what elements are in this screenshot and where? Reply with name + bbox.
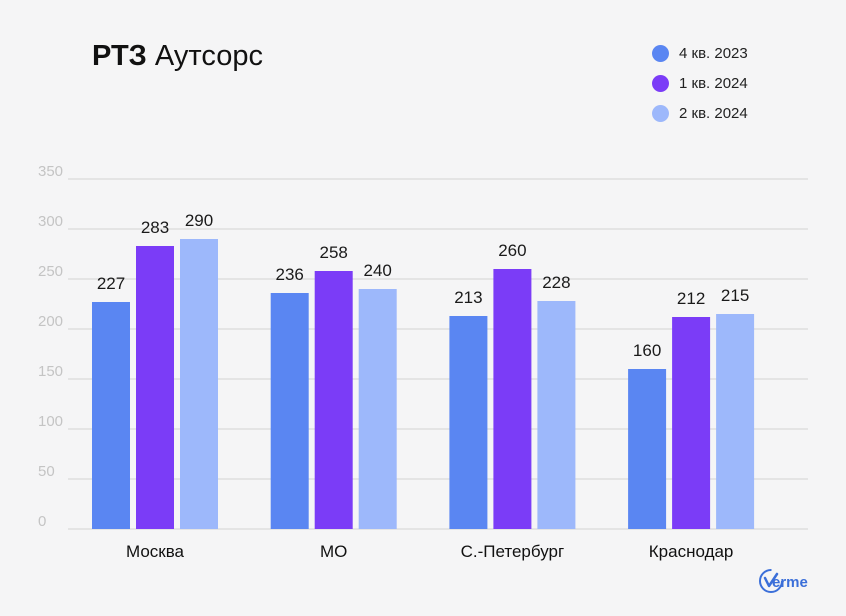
bar bbox=[716, 314, 755, 529]
x-tick-label: Москва bbox=[126, 542, 185, 561]
verme-logo-text: erme bbox=[772, 574, 808, 591]
legend-swatch-series-3 bbox=[652, 104, 669, 122]
legend: 4 кв. 2023 1 кв. 2024 2 кв. 2024 bbox=[652, 38, 748, 128]
bar bbox=[493, 269, 532, 529]
verme-logo-icon bbox=[759, 569, 783, 593]
verme-logo: erme bbox=[758, 566, 812, 596]
data-label: 215 bbox=[721, 286, 749, 305]
legend-label-series-1: 4 кв. 2023 bbox=[679, 44, 748, 62]
legend-label-series-2: 1 кв. 2024 bbox=[679, 74, 748, 92]
bar bbox=[136, 246, 174, 529]
data-label: 283 bbox=[141, 218, 169, 237]
bar bbox=[537, 301, 576, 529]
data-label: 258 bbox=[320, 243, 348, 262]
x-tick-label: МО bbox=[320, 542, 347, 561]
x-tick-label: Краснодар bbox=[649, 542, 734, 561]
y-tick-label: 100 bbox=[38, 413, 63, 430]
legend-swatch-series-1 bbox=[652, 44, 669, 62]
y-tick-label: 50 bbox=[38, 463, 55, 480]
bar bbox=[92, 302, 130, 529]
data-label: 227 bbox=[97, 274, 125, 293]
bar bbox=[358, 289, 397, 529]
y-tick-label: 350 bbox=[38, 163, 63, 180]
chart-title: РТЗ Аутсорс bbox=[92, 40, 263, 73]
data-label: 160 bbox=[633, 341, 661, 360]
chart-title-regular: Аутсорс bbox=[154, 40, 263, 72]
y-tick-label: 300 bbox=[38, 213, 63, 230]
data-label: 240 bbox=[364, 261, 392, 280]
data-label: 260 bbox=[498, 241, 526, 260]
legend-item-series-1: 4 кв. 2023 bbox=[652, 38, 748, 68]
data-label: 213 bbox=[454, 288, 482, 307]
data-label: 236 bbox=[276, 265, 304, 284]
bar bbox=[449, 316, 488, 529]
x-tick-label: С.-Петербург bbox=[461, 542, 565, 561]
bar bbox=[314, 271, 353, 529]
y-tick-label: 200 bbox=[38, 313, 63, 330]
y-tick-label: 0 bbox=[38, 513, 46, 530]
y-tick-label: 150 bbox=[38, 363, 63, 380]
legend-item-series-2: 1 кв. 2024 bbox=[652, 68, 748, 98]
data-label: 228 bbox=[542, 273, 570, 292]
y-tick-label: 250 bbox=[38, 263, 63, 280]
bar bbox=[672, 317, 711, 529]
bar bbox=[628, 369, 667, 529]
bar bbox=[270, 293, 309, 529]
legend-swatch-series-2 bbox=[652, 74, 669, 92]
legend-label-series-3: 2 кв. 2024 bbox=[679, 104, 748, 122]
bar bbox=[180, 239, 218, 529]
chart-title-bold: РТЗ bbox=[92, 40, 147, 72]
legend-item-series-3: 2 кв. 2024 bbox=[652, 98, 748, 128]
data-label: 290 bbox=[185, 211, 213, 230]
data-label: 212 bbox=[677, 289, 705, 308]
